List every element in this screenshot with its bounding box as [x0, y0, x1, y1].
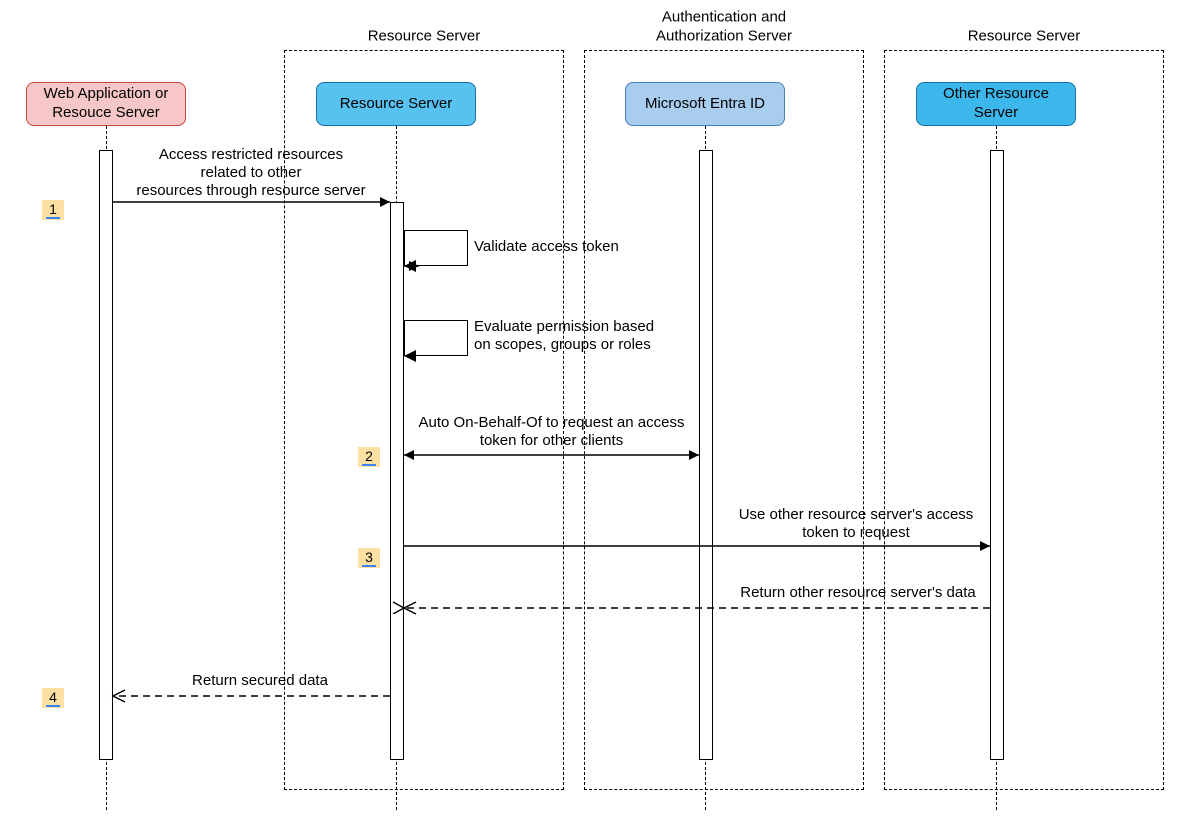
actor-other-resource-server: Other Resource Server — [916, 82, 1076, 126]
actor-web-application: Web Application or Resouce Server — [26, 82, 186, 126]
activation-resource-server — [390, 202, 404, 760]
msg-return-other-data: Return other resource server's data — [718, 584, 998, 602]
msg-return-secured-data: Return secured data — [140, 672, 380, 690]
msg-access-restricted: Access restricted resources related to o… — [106, 146, 396, 200]
activation-web-app — [99, 150, 113, 760]
step-badge-2: 2 — [358, 447, 380, 467]
sequence-diagram: Resource Server Authentication and Autho… — [0, 0, 1200, 817]
actor-microsoft-entra-id: Microsoft Entra ID — [625, 82, 785, 126]
step-badge-4: 4 — [42, 688, 64, 708]
activation-other-resource — [990, 150, 1004, 760]
container-label: Resource Server — [285, 27, 563, 46]
self-call-validate-box — [404, 230, 468, 266]
msg-validate-token: Validate access token — [474, 238, 694, 256]
self-call-evaluate-box — [404, 320, 468, 356]
container-resource-server-2: Resource Server — [884, 50, 1164, 790]
msg-evaluate-permission: Evaluate permission based on scopes, gro… — [474, 318, 714, 354]
container-label: Resource Server — [885, 27, 1163, 46]
msg-use-other-token: Use other resource server's access token… — [716, 506, 996, 542]
activation-entra-id — [699, 150, 713, 760]
actor-resource-server: Resource Server — [316, 82, 476, 126]
step-badge-1: 1 — [42, 200, 64, 220]
step-badge-3: 3 — [358, 548, 380, 568]
container-label: Authentication and Authorization Server — [585, 9, 863, 47]
msg-on-behalf-of: Auto On-Behalf-Of to request an access t… — [404, 414, 699, 450]
